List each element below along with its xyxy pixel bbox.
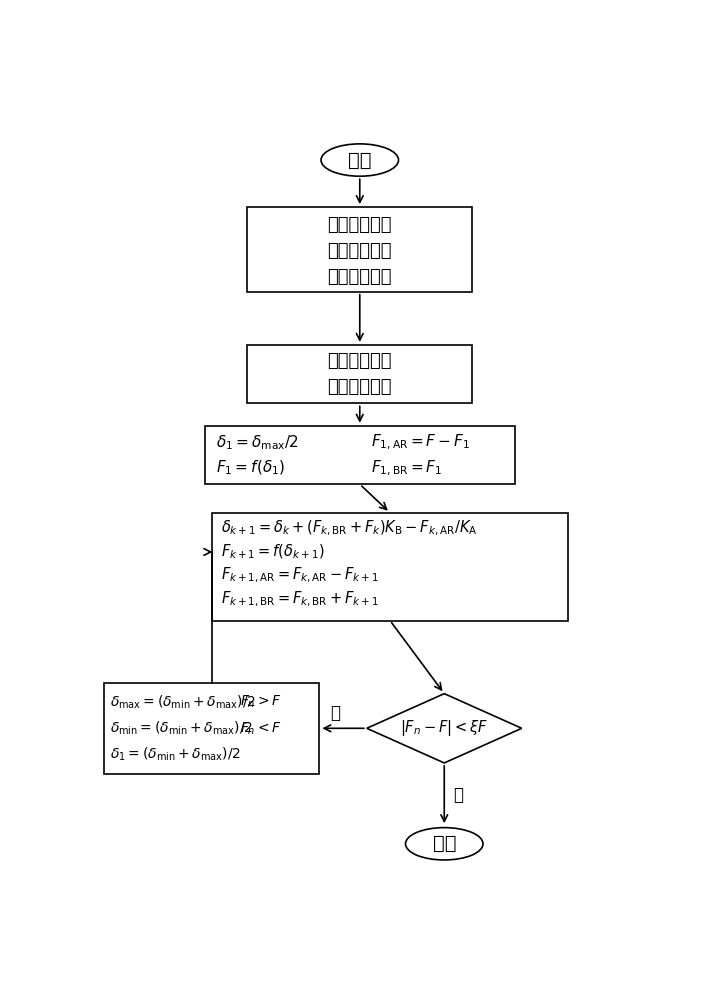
Text: $F_n < F$: $F_n < F$ (240, 720, 282, 736)
Text: 结束: 结束 (432, 834, 456, 853)
Ellipse shape (406, 828, 483, 860)
Text: $\delta_{\rm min} = (\delta_{\rm min} + \delta_{\rm max})/2$: $\delta_{\rm min} = (\delta_{\rm min} + … (110, 720, 253, 737)
Bar (247, 345, 472, 403)
Bar (247, 207, 472, 292)
Text: $\delta_{\rm max} = (\delta_{\rm min} + \delta_{\rm max})/2$: $\delta_{\rm max} = (\delta_{\rm min} + … (110, 693, 256, 711)
Text: 螺栋刚度模型: 螺栋刚度模型 (328, 268, 392, 286)
Text: $\delta_{k+1} = \delta_k + (F_{k,\rm BR} + F_k)K_{\rm B} - F_{k,\rm AR}/K_{\rm A: $\delta_{k+1} = \delta_k + (F_{k,\rm BR}… (221, 518, 477, 538)
Text: $F_{k+1,\rm AR} = F_{k,\rm AR} - F_{k+1}$: $F_{k+1,\rm AR} = F_{k,\rm AR} - F_{k+1}… (221, 566, 379, 585)
Text: 模型中各参数: 模型中各参数 (328, 378, 392, 396)
Bar (104, 683, 319, 774)
Text: 开始: 开始 (348, 151, 371, 170)
Text: 测量计算刚度: 测量计算刚度 (328, 352, 392, 370)
Text: $F_{1,\rm BR} = F_1$: $F_{1,\rm BR} = F_1$ (371, 458, 442, 478)
Polygon shape (366, 694, 522, 763)
Text: $\delta_1 = (\delta_{\rm min} + \delta_{\rm max})/2$: $\delta_1 = (\delta_{\rm min} + \delta_{… (110, 746, 241, 763)
Bar (205, 426, 515, 484)
Bar (212, 513, 568, 620)
Text: $\delta_1 = \delta_{\rm max}/2$: $\delta_1 = \delta_{\rm max}/2$ (216, 433, 299, 452)
Text: 建立考虑间隙: 建立考虑间隙 (328, 216, 392, 234)
Ellipse shape (321, 144, 399, 176)
Text: $F_1 = f(\delta_1)$: $F_1 = f(\delta_1)$ (216, 459, 285, 477)
Text: 是: 是 (453, 786, 463, 804)
Text: 否: 否 (331, 704, 340, 722)
Text: $F_n > F$: $F_n > F$ (240, 694, 282, 710)
Text: $F_{k+1,\rm BR} = F_{k,\rm BR} + F_{k+1}$: $F_{k+1,\rm BR} = F_{k,\rm BR} + F_{k+1}… (221, 590, 379, 609)
Text: $F_{1,\rm AR} = F - F_1$: $F_{1,\rm AR} = F - F_1$ (371, 433, 470, 452)
Text: $|F_n - F| < \xi F$: $|F_n - F| < \xi F$ (400, 718, 489, 738)
Text: $F_{k+1} = f(\delta_{k+1})$: $F_{k+1} = f(\delta_{k+1})$ (221, 543, 324, 561)
Text: 和拧紧力矩的: 和拧紧力矩的 (328, 242, 392, 260)
